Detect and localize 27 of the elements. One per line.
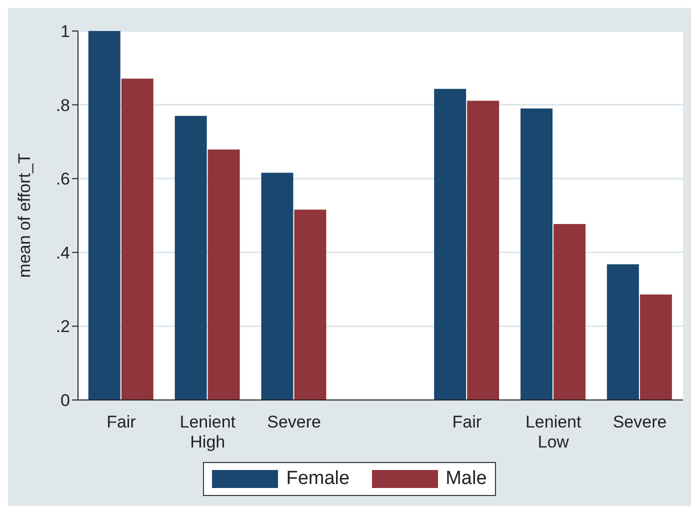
x-tick-label: Fair: [106, 412, 136, 432]
y-tick-label: .2: [56, 317, 70, 336]
y-tick-label: 1: [60, 22, 70, 42]
x-tick-label: Lenient High: [180, 412, 236, 452]
y-tick-label: .6: [56, 170, 70, 189]
x-tick-label: Severe: [612, 412, 667, 432]
bar: [88, 31, 120, 400]
y-tick-label: .4: [56, 243, 70, 262]
legend-label: Male: [446, 468, 487, 490]
y-axis-title: mean of effort_T: [15, 153, 34, 278]
bar: [208, 149, 240, 400]
legend-label: Female: [286, 468, 350, 490]
bar: [467, 100, 500, 400]
bar: [261, 172, 294, 400]
bar: [554, 224, 586, 400]
bar: [294, 210, 326, 400]
y-tick-label: 0: [60, 391, 70, 410]
x-tick-label: Fair: [452, 412, 482, 432]
y-tick-label: .8: [56, 96, 70, 115]
bar: [121, 78, 154, 400]
bar: [520, 108, 553, 400]
bar: [434, 88, 466, 400]
x-tick-label: Lenient Low: [525, 412, 582, 452]
bar: [640, 294, 672, 400]
bar: [606, 264, 639, 400]
bar: [174, 116, 207, 400]
x-tick-label: Severe: [267, 412, 322, 432]
